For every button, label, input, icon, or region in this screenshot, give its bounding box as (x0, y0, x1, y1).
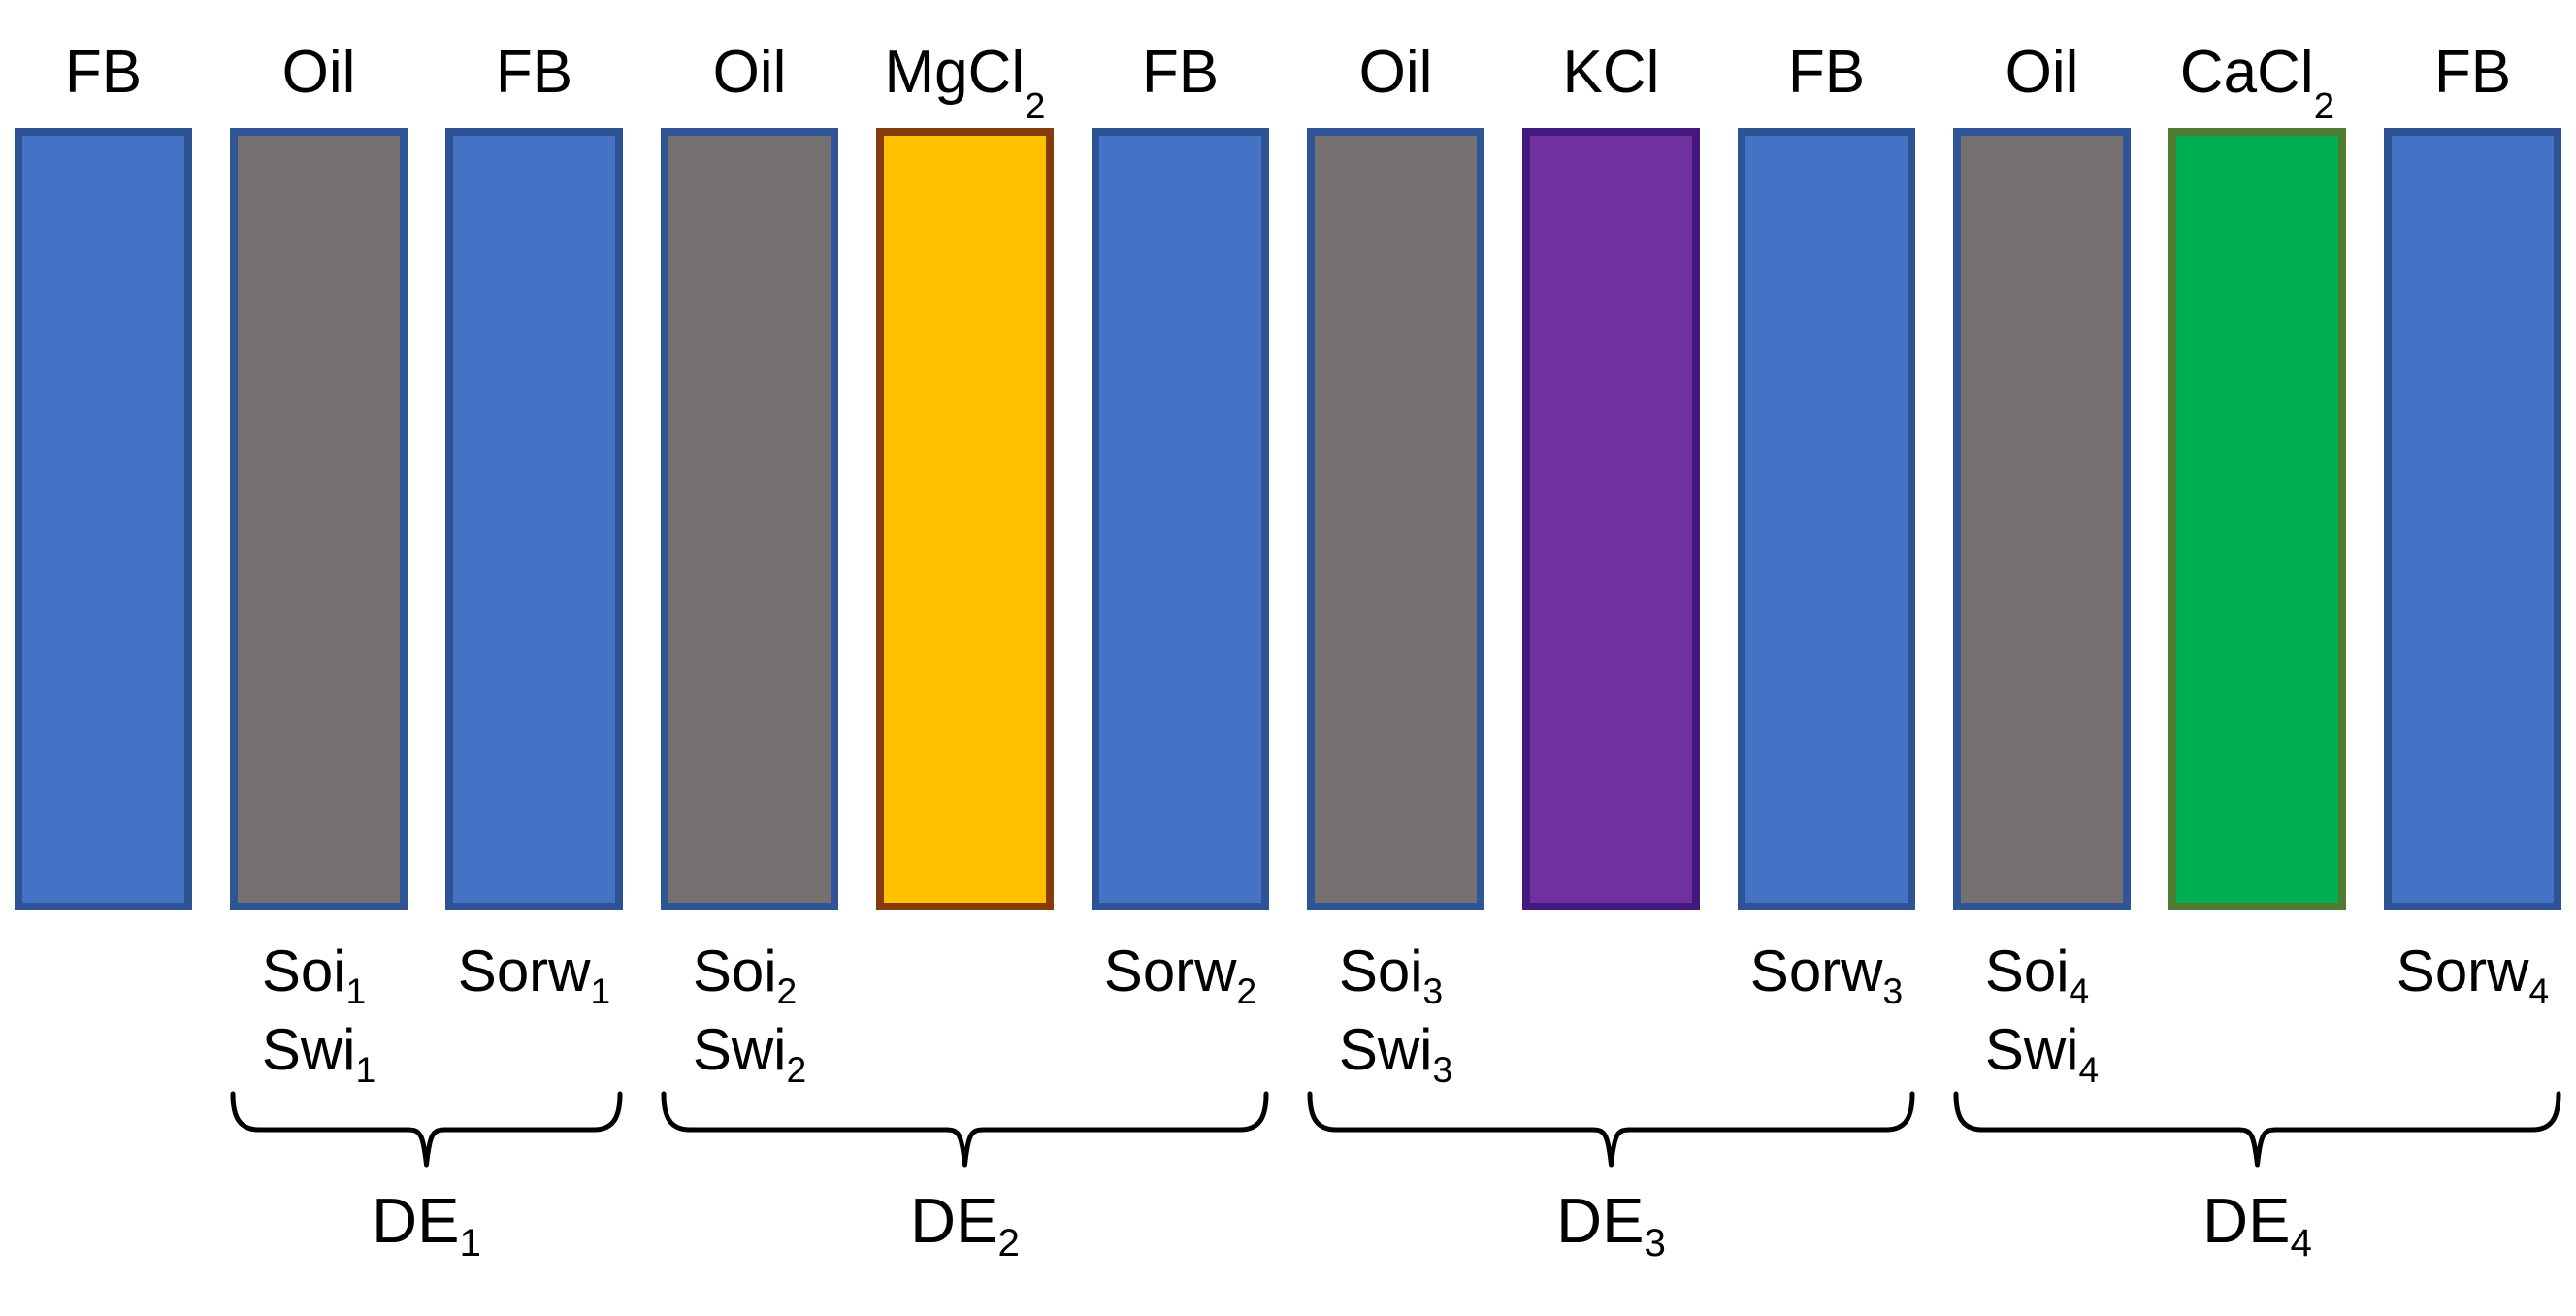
bar-top-label: KCl (1562, 39, 1660, 106)
column-12-fb: FB Sorw4 (2384, 0, 2561, 1089)
bar-bottom-labels: Soi3 Swi3 (1307, 932, 1484, 1089)
group-de1: DE1 (230, 1091, 623, 1265)
bar-bottom-labels (876, 932, 1054, 1010)
bottom-label-line: Soi4 (1984, 938, 2090, 1011)
bar-top-label: CaCl 2 (2179, 39, 2335, 127)
bar-bottom-labels (2168, 932, 2346, 1010)
column-5-mgcl2: MgCl 2 (876, 0, 1054, 1089)
bottom-label-line: Swi2 (692, 1017, 807, 1090)
kcl-bar (1522, 128, 1700, 910)
bar-bottom-labels: Sorw3 (1738, 932, 1915, 1010)
oil-bar (661, 128, 838, 910)
group-label: DE2 (910, 1185, 1020, 1265)
bar-top-label: FB (1787, 39, 1866, 106)
bar-top-label: Oil (281, 39, 356, 106)
column-9-fb: FB Sorw3 (1738, 0, 1915, 1089)
bottom-label-line: Soi3 (1338, 938, 1444, 1011)
bar-bottom-labels: Soi4 Swi4 (1953, 932, 2131, 1089)
bar-top-label: Oil (1358, 39, 1433, 106)
group-label: DE1 (372, 1185, 481, 1265)
mgcl2-bar (876, 128, 1054, 910)
fb-bar (1092, 128, 1269, 910)
cacl2-bar (2168, 128, 2346, 910)
column-8-kcl: KCl (1522, 0, 1700, 1089)
braces-row: DE1 DE2 DE3 DE4 (0, 1089, 2576, 1289)
bottom-label-line: Sorw4 (2396, 938, 2550, 1011)
underbrace-icon (230, 1091, 623, 1168)
oil-bar (230, 128, 408, 910)
columns-row: FB Oil Soi1 Swi1 FB Sorw1 Oil (15, 0, 2561, 1089)
underbrace-icon (1307, 1091, 1915, 1168)
group-label: DE3 (1556, 1185, 1666, 1265)
underbrace-icon (1953, 1091, 2561, 1168)
fb-bar (1738, 128, 1915, 910)
bar-top-label: Oil (2005, 39, 2079, 106)
bar-bottom-labels: Soi1 Swi1 (230, 932, 408, 1089)
bottom-label-line: Swi1 (261, 1017, 376, 1090)
bottom-label-line: Sorw2 (1103, 938, 1257, 1011)
fb-bar (15, 128, 192, 910)
column-11-cacl2: CaCl 2 (2168, 0, 2346, 1089)
column-3-fb: FB Sorw1 (445, 0, 623, 1089)
bar-top-label: FB (64, 39, 143, 106)
bar-bottom-labels: Sorw1 (445, 932, 623, 1010)
group-de3: DE3 (1307, 1091, 1915, 1265)
column-10-oil: Oil Soi4 Swi4 (1953, 0, 2131, 1089)
group-de4: DE4 (1953, 1091, 2561, 1265)
bottom-label-line: Sorw1 (457, 938, 611, 1011)
bar-top-label: FB (495, 39, 573, 106)
fb-bar (445, 128, 623, 910)
column-7-oil: Oil Soi3 Swi3 (1307, 0, 1484, 1089)
bar-bottom-labels: Sorw2 (1092, 932, 1269, 1010)
bar-top-label: MgCl 2 (884, 39, 1046, 127)
bar-top-label: FB (2433, 39, 2512, 106)
bar-bottom-labels: Sorw4 (2384, 932, 2561, 1010)
bar-bottom-labels (15, 932, 192, 1010)
bar-top-label: FB (1141, 39, 1220, 106)
bottom-label-line: Soi2 (692, 938, 798, 1011)
bar-bottom-labels: Soi2 Swi2 (661, 932, 838, 1089)
column-4-oil: Oil Soi2 Swi2 (661, 0, 838, 1089)
fb-bar (2384, 128, 2561, 910)
oil-bar (1953, 128, 2131, 910)
bar-bottom-labels (1522, 932, 1700, 1010)
underbrace-icon (661, 1091, 1269, 1168)
bottom-label-line: Soi1 (261, 938, 367, 1011)
column-1-fb: FB (15, 0, 192, 1089)
bottom-label-line: Swi4 (1984, 1017, 2100, 1090)
column-6-fb: FB Sorw2 (1092, 0, 1269, 1089)
bottom-label-line: Sorw3 (1749, 938, 1904, 1011)
bottom-label-line: Swi3 (1338, 1017, 1453, 1090)
group-label: DE4 (2202, 1185, 2312, 1265)
group-de2: DE2 (661, 1091, 1269, 1265)
column-2-oil: Oil Soi1 Swi1 (230, 0, 408, 1089)
bar-top-label: Oil (712, 39, 787, 106)
oil-bar (1307, 128, 1484, 910)
